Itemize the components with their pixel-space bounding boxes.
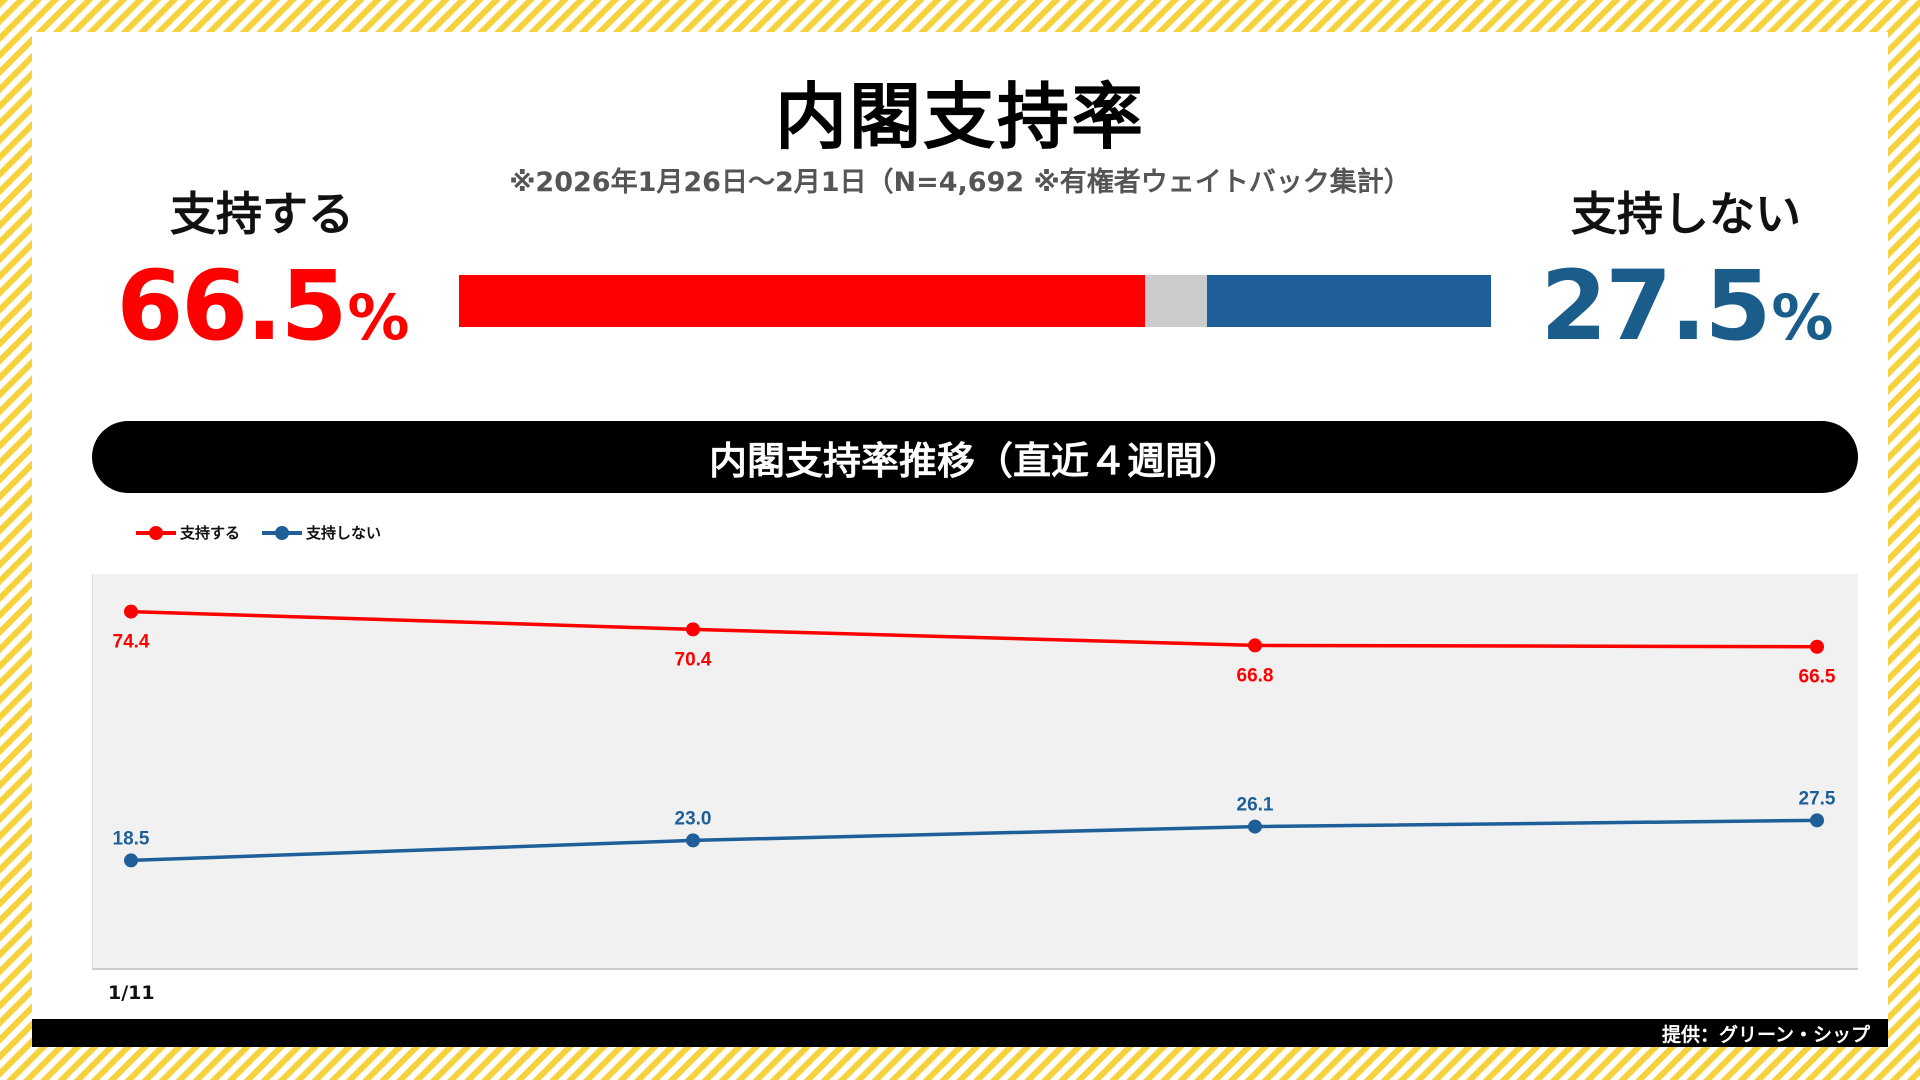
series-line-support [130,609,1818,649]
data-point [1810,639,1824,654]
data-label: 18.5 [113,828,150,849]
data-label: 74.4 [113,632,150,653]
data-point [686,622,700,637]
survey-note: ※2026年1月26日～2月1日（N=4,692 ※有権者ウェイトバック集計） [509,167,1411,198]
trend-line-chart: 74.4 70.4 66.8 66.5 18.5 23.0 26.1 27.5 [92,574,1858,970]
legend-swatch-oppose [262,525,303,540]
footer-credit: 提供：グリーン・シップ [32,1019,1888,1047]
support-label: 支持する [170,187,354,241]
oppose-label: 支持しない [1571,187,1801,241]
support-number: 66.5 [116,250,348,362]
legend-label-support: 支持する [180,524,241,542]
oppose-value: 27.5% [1526,250,1846,362]
data-label: 23.0 [675,808,712,829]
legend-label-oppose: 支持しない [306,524,382,542]
data-point [1810,813,1824,828]
series-line-oppose [130,818,1818,863]
legend-swatch-support [136,525,176,540]
data-point [124,853,138,868]
page-title: 内閣支持率 [774,75,1145,159]
support-percent-sign: % [347,281,409,354]
trend-section-header: 内閣支持率推移（直近４週間） [92,421,1858,493]
data-label: 66.5 [1799,667,1836,688]
bar-segment-support [459,275,1146,327]
data-label: 26.1 [1237,795,1274,816]
chart-legend: 支持する 支持しない [136,522,403,543]
approval-stacked-bar [459,275,1491,327]
bar-segment-other [1145,275,1208,327]
data-label: 70.4 [675,649,712,670]
x-tick-label: 1/11 [108,982,155,1004]
oppose-number: 27.5 [1540,250,1772,362]
legend-item-oppose: 支持しない [262,522,381,543]
data-point [1248,638,1262,653]
data-label: 27.5 [1799,788,1836,809]
support-value: 66.5% [102,250,422,362]
data-point [1248,819,1262,834]
legend-item-support: 支持する [136,522,240,543]
chart-svg: 74.4 70.4 66.8 66.5 18.5 23.0 26.1 27.5 [113,604,1836,868]
data-label: 66.8 [1237,665,1274,686]
data-point [124,604,138,619]
oppose-percent-sign: % [1771,281,1833,354]
data-point [686,833,700,848]
bar-segment-oppose [1207,275,1491,327]
